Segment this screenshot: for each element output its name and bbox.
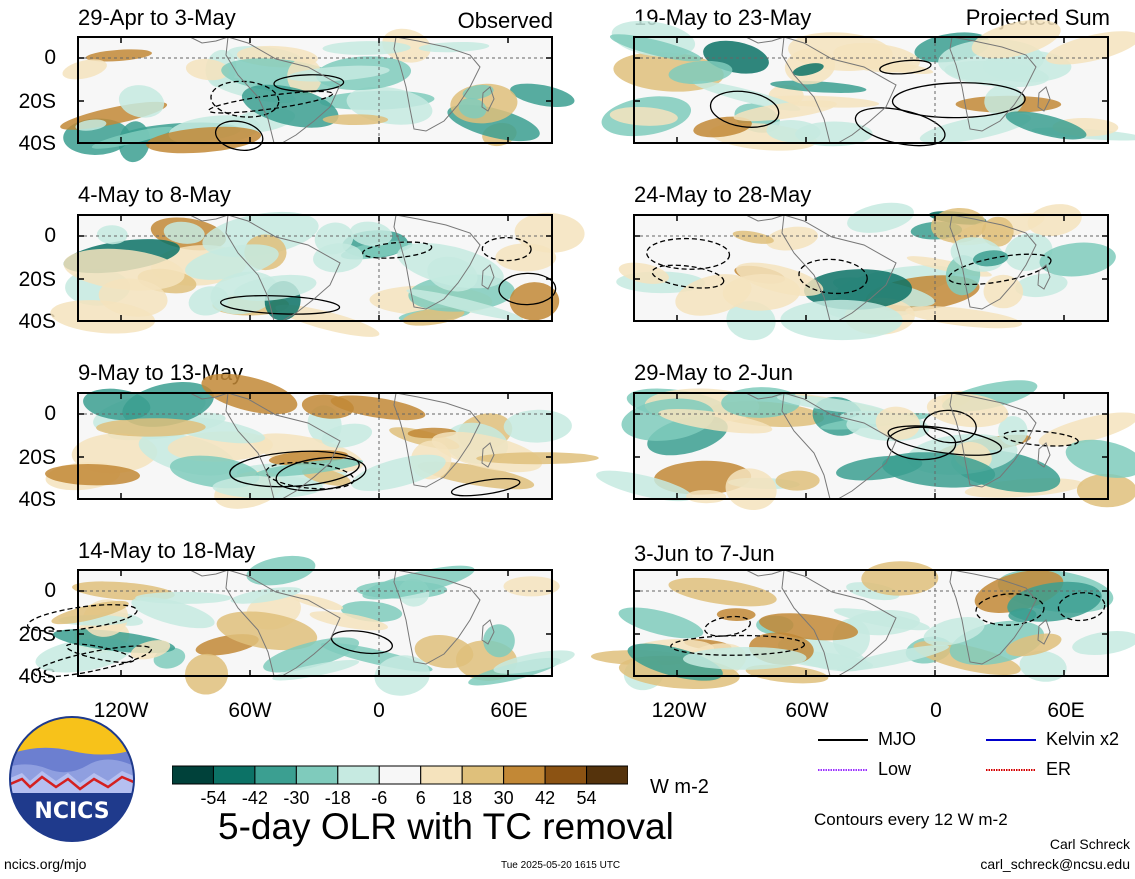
panel-title: 4-May to 8-May: [78, 182, 231, 207]
legend-lines: [818, 739, 1036, 771]
figure-title: 5-day OLR with TC removal: [218, 806, 674, 847]
colorbar-label: 6: [415, 788, 426, 808]
x-tick-120w-right: 120W: [651, 699, 707, 722]
map-panel: [590, 561, 1135, 691]
y-tick-label: 0: [44, 402, 56, 425]
colorbar-label: -42: [241, 788, 268, 808]
map-panel: [50, 211, 585, 337]
colorbar-label: 42: [535, 788, 556, 808]
colorbar-swatch: [420, 765, 463, 785]
y-tick-label: 0: [44, 579, 56, 602]
author-email: carl_schreck@ncsu.edu: [980, 856, 1130, 872]
x-tick-60e-right: 60E: [1047, 699, 1085, 722]
y-tick-label: 40S: [18, 665, 56, 688]
map-panel: [60, 28, 575, 163]
y-tick-label: 40S: [18, 488, 56, 511]
colorbar-swatch: [378, 765, 422, 785]
colorbar-swatch: [503, 765, 546, 785]
panel-title: 14-May to 18-May: [78, 538, 256, 563]
map-panel: [596, 380, 1135, 511]
legend-er: ER: [1046, 759, 1072, 779]
colorbar-swatch: [295, 765, 339, 785]
x-tick-60w-right: 60W: [785, 699, 829, 722]
y-tick-label: 0: [44, 46, 56, 69]
colorbar: [172, 765, 628, 785]
observed-label: Observed: [457, 8, 553, 33]
panel-title: 29-Apr to 3-May: [78, 5, 236, 30]
logo-text: NCICS: [34, 799, 109, 824]
colorbar-label: -18: [324, 788, 351, 808]
units-label: W m-2: [650, 776, 709, 798]
colorbar-label: 18: [452, 788, 473, 808]
author: Carl Schreck: [1049, 836, 1130, 852]
colorbar-swatch: [461, 765, 505, 785]
colorbar-label: -6: [371, 788, 388, 808]
colorbar-swatch: [337, 765, 380, 785]
colorbar-swatch: [586, 765, 628, 785]
colorbar-swatch: [544, 765, 588, 785]
y-tick-label: 40S: [18, 310, 56, 333]
legend-kelvin: Kelvin x2: [1046, 729, 1120, 749]
y-tick-label: 0: [44, 224, 56, 247]
x-tick-0-right: 0: [930, 699, 942, 722]
panel-title: 29-May to 2-Jun: [634, 360, 793, 385]
map-panel: [26, 555, 575, 696]
map-panels: [26, 19, 1135, 696]
colorbar-swatch: [212, 765, 256, 785]
colorbar-label: -54: [200, 788, 227, 808]
colorbar-label: 54: [576, 788, 597, 808]
y-tick-label: 20S: [18, 446, 56, 469]
x-tick-60e-left: 60E: [490, 699, 528, 722]
map-panel: [45, 373, 599, 509]
website: ncics.org/mjo: [4, 856, 87, 872]
y-tick-label: 20S: [18, 623, 56, 646]
timestamp: Tue 2025-05-20 1615 UTC: [501, 860, 621, 871]
y-tick-label: 40S: [18, 132, 56, 155]
legend-mjo: MJO: [878, 729, 916, 749]
y-tick-label: 20S: [18, 90, 56, 113]
x-tick-0-left: 0: [373, 699, 385, 722]
x-tick-60w-left: 60W: [228, 699, 272, 722]
ncics-logo: NCICS: [9, 716, 135, 842]
colorbar-swatch: [172, 765, 214, 785]
map-panel: [616, 202, 1116, 341]
contour-note: Contours every 12 W m-2: [814, 810, 1008, 829]
colorbar-label: 30: [493, 788, 514, 808]
y-tick-label: 20S: [18, 268, 56, 291]
legend-low: Low: [878, 759, 912, 779]
colorbar-label: -30: [283, 788, 310, 808]
panel-title: 24-May to 28-May: [634, 182, 812, 207]
map-panel: [601, 19, 1135, 151]
x-tick-120w-left: 120W: [93, 699, 149, 722]
panel-title: 3-Jun to 7-Jun: [634, 541, 775, 566]
colorbar-swatch: [254, 765, 297, 785]
